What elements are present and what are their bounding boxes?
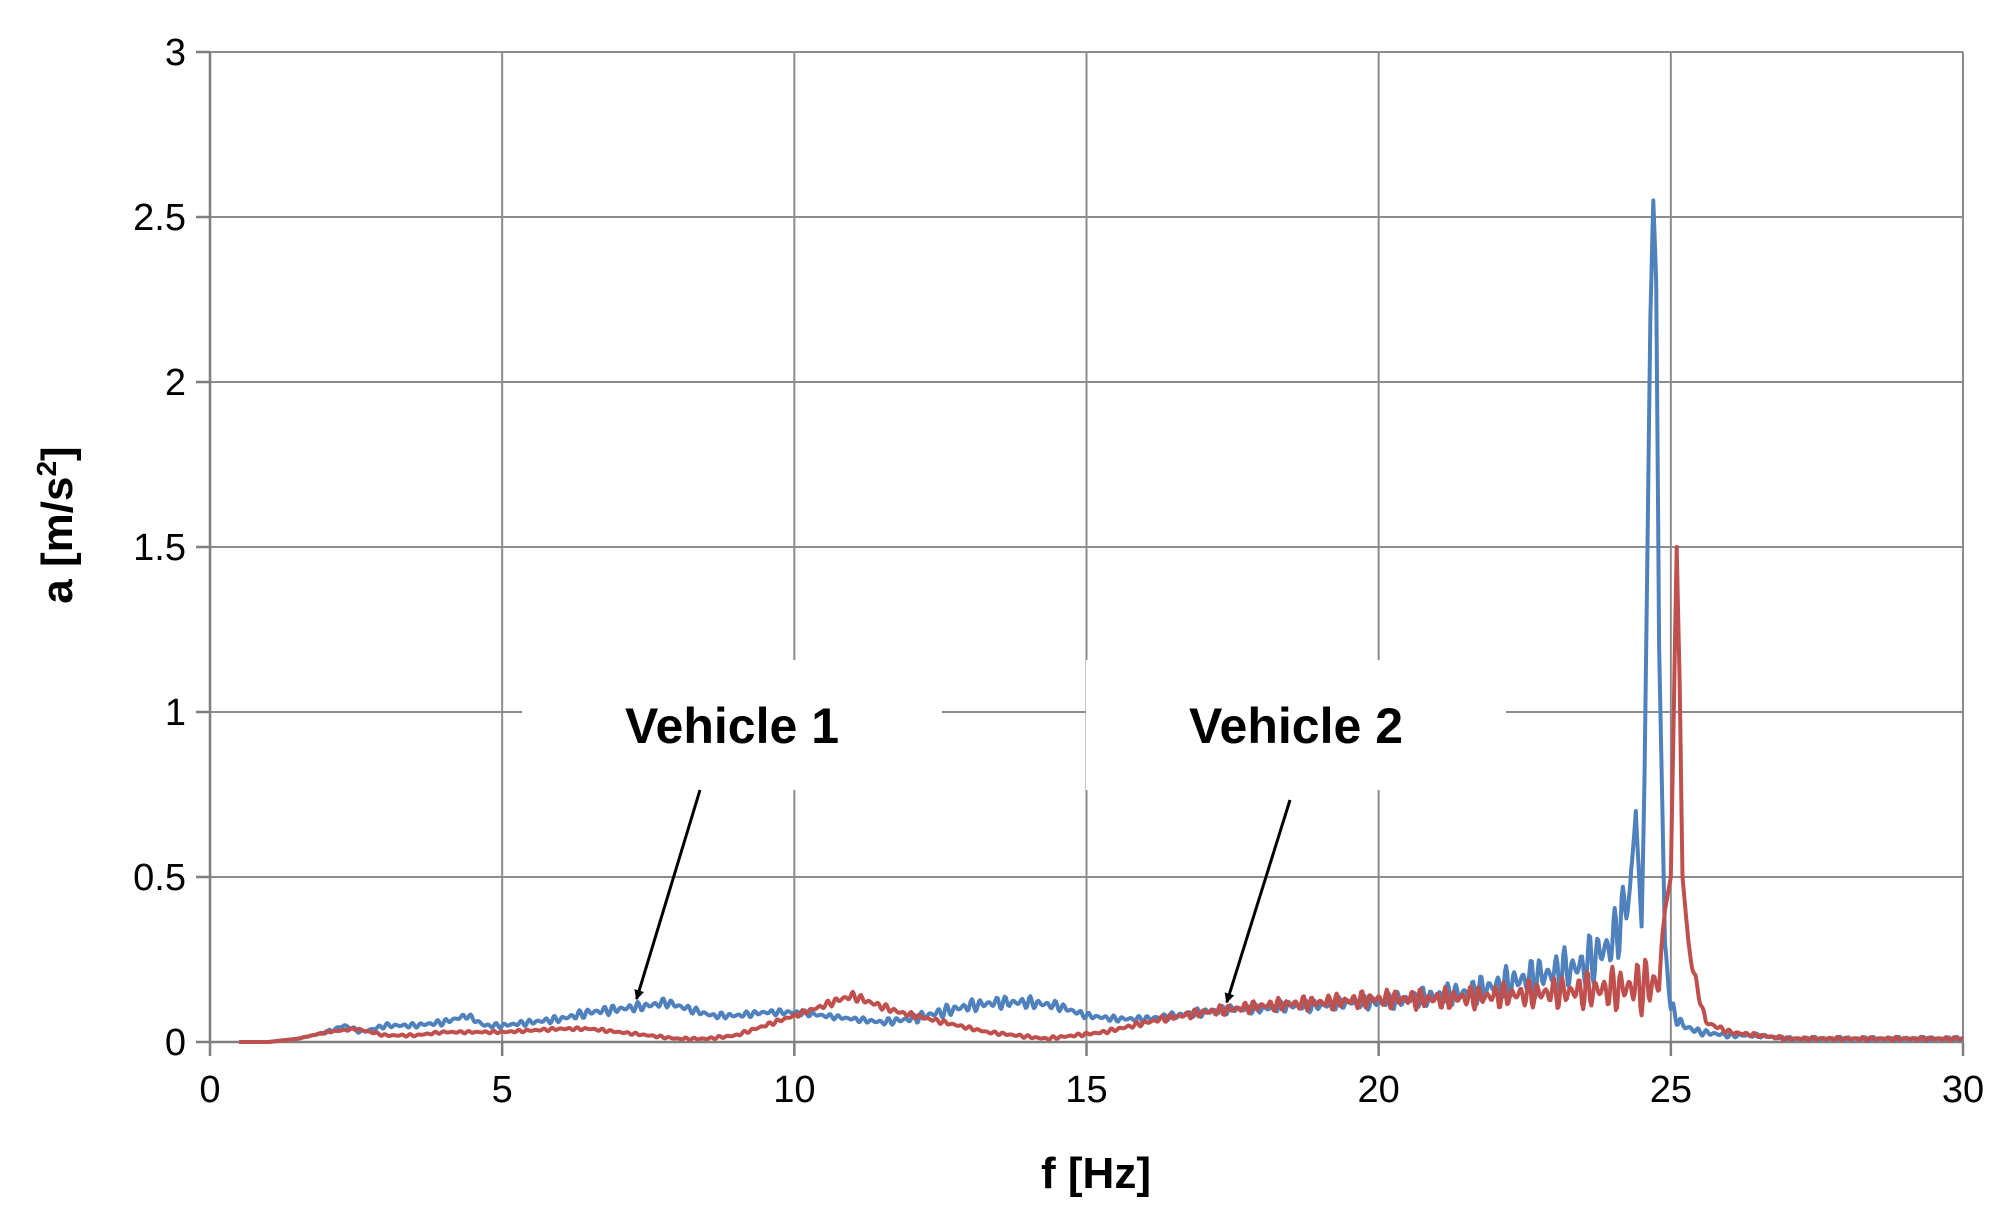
x-tick-label: 15 xyxy=(1065,1069,1107,1111)
x-tick-label: 5 xyxy=(492,1069,513,1111)
x-tick-label: 0 xyxy=(199,1069,220,1111)
series-group xyxy=(238,198,1965,1044)
grid xyxy=(210,51,1964,1042)
series-2-line xyxy=(238,545,1964,1044)
annotation-backdrop xyxy=(1086,660,1506,790)
x-axis-title: f [Hz] xyxy=(1041,1149,1151,1198)
y-tick-label: 2 xyxy=(165,362,186,404)
x-tick-label: 30 xyxy=(1942,1069,1984,1111)
axes: 00.511.522.530 5 10 15 20 25 30 xyxy=(133,32,1984,1111)
x-tick-label: 10 xyxy=(773,1069,815,1111)
annotation-label: Vehicle 1 xyxy=(625,698,839,754)
series-1-line xyxy=(238,198,1965,1044)
annotation-arrow xyxy=(1224,799,1292,1004)
y-axis-title-tail: ] xyxy=(33,446,82,461)
y-axis-title: a [m/s2] xyxy=(31,446,82,603)
y-tick-label: 0.5 xyxy=(133,857,186,899)
y-tick-label: 3 xyxy=(165,32,186,74)
y-tick-label: 1 xyxy=(165,692,186,734)
y-tick-label: 0 xyxy=(165,1022,186,1064)
annotation-label: Vehicle 2 xyxy=(1189,698,1403,754)
annotation-arrow xyxy=(634,789,702,1001)
y-tick-label: 2.5 xyxy=(133,197,186,239)
annotation-backdrop xyxy=(522,660,942,790)
y-tick-label: 1.5 xyxy=(133,527,186,569)
x-tick-label: 20 xyxy=(1358,1069,1400,1111)
annotations: Vehicle 1 Vehicle 2 xyxy=(522,660,1506,1004)
y-axis-title-superscript: 2 xyxy=(31,461,62,477)
x-tick-label: 25 xyxy=(1650,1069,1692,1111)
y-axis-title-main: a [m/s xyxy=(33,477,82,604)
